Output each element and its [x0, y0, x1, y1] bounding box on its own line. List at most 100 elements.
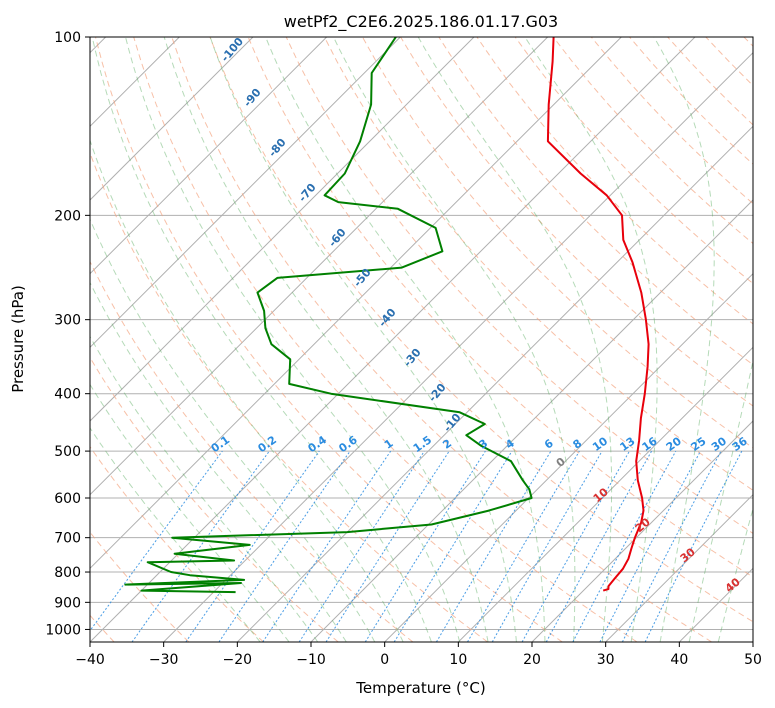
dry-adiabat-label: -70	[296, 181, 319, 205]
moist-adiabat	[91, 37, 432, 642]
dry-adiabat	[95, 37, 563, 642]
line-labels: 0.1 0.2 0.4 0.6 1 1.5 2 3 4 6 8 10 13 16 20 25 30 36-100-…	[209, 35, 750, 595]
mixing-ratio-line	[521, 450, 630, 642]
y-axis: 100 200 300 400 500 600 700 800 900 1000	[45, 30, 90, 638]
isotherm-gridline	[90, 37, 254, 201]
isotherm-gridline	[90, 37, 328, 275]
mixing-ratio-label: 0.1	[209, 433, 232, 455]
y-tick-label: 600	[54, 491, 81, 507]
x-tick-label: −40	[75, 652, 105, 668]
isotherm-gridline	[90, 37, 549, 496]
mixing-ratio-line	[131, 450, 270, 642]
moist-adiabat	[90, 335, 319, 642]
x-axis-label: Temperature (°C)	[355, 679, 485, 697]
mixing-ratio-label: 4	[503, 437, 517, 452]
profile-lines	[124, 37, 650, 594]
dry-adiabat-label: -100	[218, 35, 246, 65]
moist-adiabat	[90, 427, 261, 642]
mixing-ratio-label: 0.6	[336, 433, 360, 455]
dry-adiabat	[743, 37, 753, 47]
mixing-ratio-line	[185, 450, 320, 642]
mixing-ratio-label: 6	[542, 437, 556, 452]
isotherm-gridline	[531, 420, 753, 642]
mixing-ratio-line	[218, 450, 351, 642]
isotherm-gridline	[90, 37, 475, 422]
y-tick-label: 800	[54, 565, 81, 581]
isotherm-gridline	[310, 199, 753, 642]
dry-adiabat	[285, 37, 753, 535]
dry-adiabat	[171, 37, 712, 642]
moist-adiabat	[125, 37, 461, 642]
isotherm-gridline	[236, 125, 753, 642]
mixing-ratio-line	[491, 450, 603, 642]
x-tick-label: 20	[523, 652, 541, 668]
dry-adiabat	[90, 151, 488, 642]
background-lines	[90, 37, 753, 642]
y-tick-label: 900	[54, 595, 81, 611]
mixing-ratio-line	[393, 450, 513, 642]
x-tick-label: 30	[597, 652, 615, 668]
dry-adiabat-label: -20	[426, 381, 449, 405]
dry-adiabat	[476, 37, 753, 325]
moist-adiabat	[90, 138, 404, 642]
moist-adiabat	[653, 37, 715, 642]
moist-adiabat	[90, 383, 290, 642]
isotherm-gridline	[163, 51, 753, 642]
mixing-ratio-label: 2	[440, 437, 454, 452]
mixing-ratio-line	[644, 450, 743, 642]
chart-title: wetPf2_C2E6.2025.186.01.17.G03	[284, 12, 558, 32]
moist-adiabat	[717, 506, 753, 642]
dry-adiabat	[705, 37, 753, 87]
dry-adiabat	[323, 37, 753, 491]
dry-adiabat-label: -80	[266, 136, 289, 160]
dry-adiabat-label: -40	[376, 306, 399, 330]
mixing-ratio-line	[435, 450, 552, 642]
mixing-ratio-label: 1.5	[411, 433, 434, 455]
x-tick-label: −30	[149, 652, 179, 668]
isotherm-gridline	[384, 272, 753, 642]
mixing-ratio-line	[90, 450, 223, 632]
moist-adiabat-label: 30	[678, 545, 698, 565]
moist-adiabat	[90, 281, 347, 642]
y-tick-label: 200	[54, 208, 81, 224]
dry-adiabat	[209, 37, 753, 623]
y-tick-label: 1000	[45, 622, 81, 638]
moist-adiabat	[417, 37, 613, 642]
moist-adiabat	[688, 358, 753, 642]
y-axis-label: Pressure (hPa)	[9, 285, 27, 393]
dry-adiabat	[90, 531, 190, 642]
dry-adiabat-label: -90	[241, 86, 264, 110]
moist-adiabat	[333, 37, 576, 642]
mixing-ratio-line	[298, 450, 425, 642]
y-tick-label: 500	[54, 444, 81, 460]
x-tick-label: 50	[744, 652, 762, 668]
moist-adiabat-label: 20	[633, 515, 653, 535]
mixing-ratio-line	[621, 450, 722, 642]
dry-adiabat	[438, 37, 753, 366]
x-tick-label: −20	[223, 652, 253, 668]
moist-adiabat-label: 40	[723, 575, 743, 595]
mixing-ratio-label: 0.4	[306, 433, 330, 455]
dry-adiabat	[90, 260, 414, 642]
temperature-profile-line	[546, 37, 650, 592]
isotherm-gridline	[90, 37, 401, 349]
isotherm-gridline	[457, 346, 753, 642]
dewpoint-profile-line	[124, 37, 533, 594]
mixing-ratio-line	[545, 450, 653, 642]
moist-adiabat	[209, 37, 517, 642]
x-tick-label: 0	[380, 652, 389, 668]
dry-adiabat-label: -30	[401, 346, 424, 370]
moist-adiabat	[524, 37, 658, 642]
x-tick-label: 10	[449, 652, 467, 668]
y-tick-label: 300	[54, 313, 81, 329]
mixing-ratio-line	[325, 450, 450, 642]
x-tick-label: −10	[296, 652, 326, 668]
isotherm-gridline	[90, 37, 622, 570]
mixing-ratio-line	[572, 450, 677, 642]
moist-adiabat	[265, 37, 546, 642]
x-axis: −40 −30 −20 −10 0 10 20 30 40 50	[75, 642, 762, 668]
y-tick-label: 700	[54, 531, 81, 547]
dry-adiabat	[90, 445, 264, 642]
isotherm-gridline	[605, 493, 753, 642]
